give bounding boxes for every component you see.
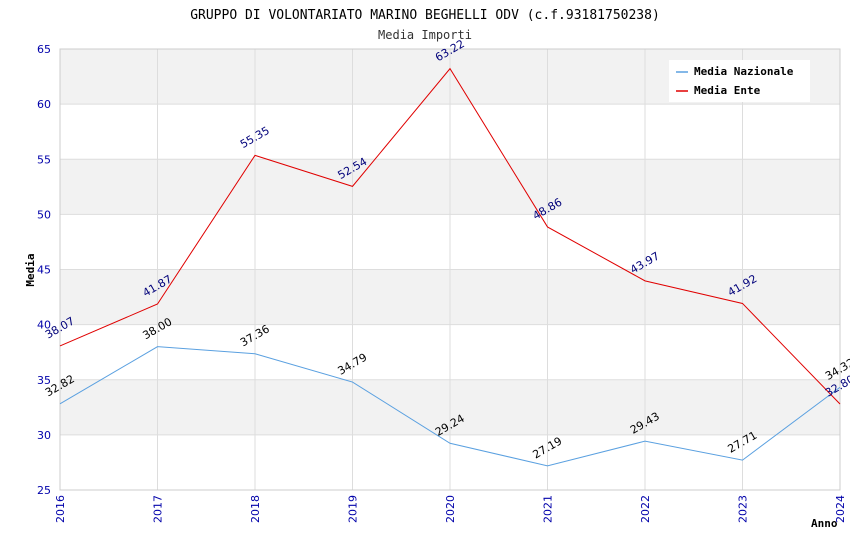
chart-title: GRUPPO DI VOLONTARIATO MARINO BEGHELLI O… bbox=[190, 8, 660, 23]
y-tick-label: 50 bbox=[37, 208, 51, 221]
x-tick-label: 2024 bbox=[834, 495, 847, 523]
y-axis-ticks: 25 30 35 40 45 50 55 60 65 bbox=[37, 43, 51, 497]
x-axis-label: Anno bbox=[811, 517, 838, 530]
x-tick-label: 2019 bbox=[347, 495, 360, 523]
x-tick-label: 2023 bbox=[737, 495, 750, 523]
x-tick-label: 2017 bbox=[152, 495, 165, 523]
x-axis-ticks: 2016 2017 2018 2019 2020 2021 2022 2023 2024 bbox=[54, 495, 847, 523]
y-tick-label: 35 bbox=[37, 374, 51, 387]
y-tick-label: 65 bbox=[37, 43, 51, 56]
y-tick-label: 25 bbox=[37, 484, 51, 497]
legend-box bbox=[669, 60, 810, 102]
plot-area-frame bbox=[59, 48, 841, 491]
y-tick-label: 60 bbox=[37, 98, 51, 111]
series-lines bbox=[59, 67, 841, 467]
y-tick-label: 45 bbox=[37, 264, 51, 277]
legend: Media Nazionale Media Ente bbox=[669, 60, 810, 102]
legend-label-media-nazionale: Media Nazionale bbox=[694, 65, 794, 78]
x-tick-label: 2020 bbox=[444, 495, 457, 523]
chart-subtitle: Media Importi bbox=[378, 28, 472, 42]
legend-label-media-ente: Media Ente bbox=[694, 84, 761, 97]
y-tick-label: 30 bbox=[37, 429, 51, 442]
x-tick-label: 2021 bbox=[542, 495, 555, 523]
y-tick-label: 55 bbox=[37, 153, 51, 166]
y-axis-label: Media bbox=[24, 253, 37, 286]
x-tick-label: 2016 bbox=[54, 495, 67, 523]
y-tick-label: 40 bbox=[37, 319, 51, 332]
x-tick-label: 2018 bbox=[249, 495, 262, 523]
x-tick-label: 2022 bbox=[639, 495, 652, 523]
